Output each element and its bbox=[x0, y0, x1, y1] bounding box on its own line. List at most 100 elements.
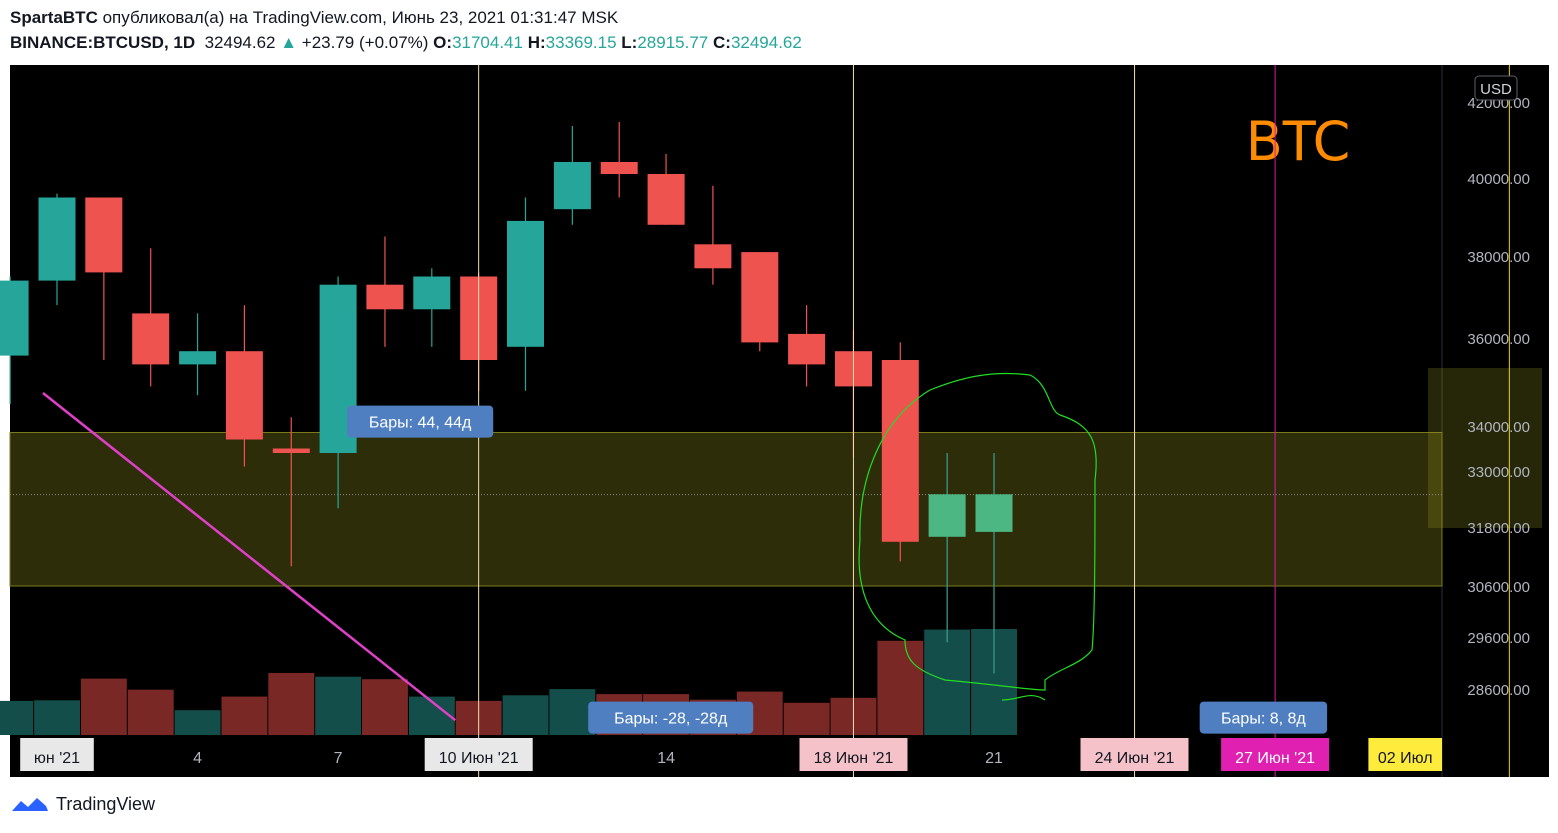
time-axis-label-text: 14 bbox=[657, 750, 675, 767]
volume-bar bbox=[783, 702, 830, 735]
open-label: O: bbox=[433, 33, 453, 52]
volume-bar bbox=[34, 700, 80, 735]
high-label: H: bbox=[527, 33, 546, 52]
time-axis-label-box bbox=[424, 738, 533, 771]
candle-body bbox=[272, 448, 310, 453]
time-axis-label: 21 bbox=[985, 750, 1003, 767]
time-axis-label-text: 21 bbox=[985, 750, 1003, 767]
author-name[interactable]: SpartaBTC bbox=[10, 8, 98, 27]
candle-body bbox=[881, 360, 919, 542]
candle-body bbox=[413, 276, 451, 310]
candle-body bbox=[38, 197, 76, 281]
candle-body bbox=[85, 197, 123, 273]
price-axis-tick-label: 34000.00 bbox=[1467, 419, 1530, 436]
volume-bar bbox=[127, 689, 174, 735]
price-axis-tick-label: 28600.00 bbox=[1467, 682, 1530, 699]
time-axis-label-box bbox=[20, 738, 94, 771]
bars-measure-text: Бары: -28, -28д bbox=[614, 711, 728, 728]
zone-axis-extension bbox=[1428, 368, 1542, 528]
time-axis-pane bbox=[10, 735, 1442, 777]
time-axis-label: 7 bbox=[334, 750, 343, 767]
candle-body bbox=[132, 313, 170, 365]
bars-measure-box bbox=[588, 701, 754, 734]
chart-header-ohlc: BINANCE:BTCUSD, 1D 32494.62 ▲ +23.79 (+0… bbox=[10, 33, 802, 53]
brand-name[interactable]: TradingView bbox=[56, 793, 156, 814]
candle-body bbox=[788, 333, 826, 365]
price-axis-tick-label: 38000.00 bbox=[1467, 249, 1530, 266]
candle-body bbox=[553, 162, 591, 210]
candle-body bbox=[647, 174, 685, 225]
low-value: 28915.77 bbox=[637, 33, 709, 52]
symbol-watermark: BTC bbox=[1246, 110, 1351, 173]
volume-bar bbox=[221, 696, 268, 735]
time-axis-label-text: 02 Июл bbox=[1378, 750, 1433, 767]
time-axis-label: 24 Июн '21 bbox=[1080, 738, 1189, 771]
candle-body bbox=[741, 252, 779, 343]
published-text: опубликовал(а) на TradingView.com, Июнь … bbox=[102, 8, 619, 27]
candle-body bbox=[694, 244, 732, 269]
price-change: +23.79 (+0.07%) bbox=[301, 33, 429, 52]
price-axis-tick-label: 30600.00 bbox=[1467, 579, 1530, 596]
time-axis-label: юн '21 bbox=[20, 738, 94, 771]
candle-body bbox=[179, 351, 217, 365]
price-axis-tick-label: 33000.00 bbox=[1467, 464, 1530, 481]
time-axis-label-text: 10 Июн '21 bbox=[439, 750, 519, 767]
time-axis-label: 4 bbox=[193, 750, 202, 767]
highlight-ellipse bbox=[858, 372, 1097, 701]
time-axis-label-text: 4 bbox=[193, 750, 202, 767]
support-zone bbox=[9, 432, 1443, 587]
currency-badge-box bbox=[1474, 75, 1518, 101]
candle-body bbox=[928, 494, 966, 537]
candle-body bbox=[600, 162, 638, 174]
trend-line bbox=[42, 392, 457, 722]
time-axis-label-box bbox=[1368, 738, 1442, 771]
time-axis-label-text: 27 Июн '21 bbox=[1235, 750, 1315, 767]
bars-measure-label: Бары: 8, 8д bbox=[1199, 701, 1328, 734]
volume-bar bbox=[924, 629, 971, 735]
up-arrow-icon: ▲ bbox=[280, 33, 298, 52]
bars-measure-label: Бары: 44, 44д bbox=[347, 405, 494, 438]
time-axis-label: 14 bbox=[657, 750, 675, 767]
time-axis-label-text: 7 bbox=[334, 750, 343, 767]
close-label: C: bbox=[712, 33, 731, 52]
bars-measure-text: Бары: 8, 8д bbox=[1221, 711, 1306, 728]
open-value: 31704.41 bbox=[452, 33, 523, 52]
price-axis-tick-label: 29600.00 bbox=[1467, 630, 1530, 647]
bars-measure-text: Бары: 44, 44д bbox=[369, 415, 472, 432]
bars-measure-box bbox=[1199, 701, 1328, 734]
candle-body bbox=[975, 494, 1013, 532]
time-axis-label: 27 Июн '21 bbox=[1221, 738, 1330, 771]
low-label: L: bbox=[621, 33, 638, 52]
time-axis-label-box bbox=[1080, 738, 1189, 771]
price-axis-tick-label: 36000.00 bbox=[1467, 331, 1530, 348]
volume-bar bbox=[362, 679, 408, 735]
volume-bar bbox=[0, 700, 34, 735]
candle-body bbox=[507, 220, 544, 347]
time-axis-label-box bbox=[1221, 738, 1330, 771]
volume-bar bbox=[549, 689, 596, 735]
volume-bar bbox=[268, 673, 315, 735]
volume-bar bbox=[174, 710, 221, 735]
last-price: 32494.62 bbox=[204, 33, 276, 52]
chart-pane bbox=[10, 65, 1442, 735]
symbol-label[interactable]: BINANCE:BTCUSD, 1D bbox=[10, 33, 196, 52]
time-axis-label-text: 18 Июн '21 bbox=[814, 750, 894, 767]
candle-body bbox=[225, 351, 263, 440]
price-axis-pane bbox=[1442, 65, 1549, 777]
volume-bar bbox=[315, 676, 362, 735]
time-axis-label: 02 Июл bbox=[1368, 738, 1442, 771]
price-axis-tick-label: 40000.00 bbox=[1467, 171, 1530, 188]
volume-bar bbox=[877, 640, 924, 735]
price-axis-tick-label: 31800.00 bbox=[1467, 520, 1530, 537]
currency-badge-text: USD bbox=[1480, 81, 1512, 98]
close-value: 32494.62 bbox=[730, 33, 802, 52]
time-axis-label: 10 Июн '21 bbox=[424, 738, 533, 771]
time-axis-label-text: 24 Июн '21 bbox=[1095, 750, 1175, 767]
currency-badge: USD bbox=[1474, 75, 1518, 101]
time-axis-label-text: юн '21 bbox=[34, 750, 80, 767]
tradingview-logo-icon[interactable] bbox=[10, 793, 50, 815]
time-axis-label-box bbox=[799, 738, 908, 771]
candle-body bbox=[0, 280, 29, 356]
footer-branding: TradingView bbox=[10, 793, 155, 815]
